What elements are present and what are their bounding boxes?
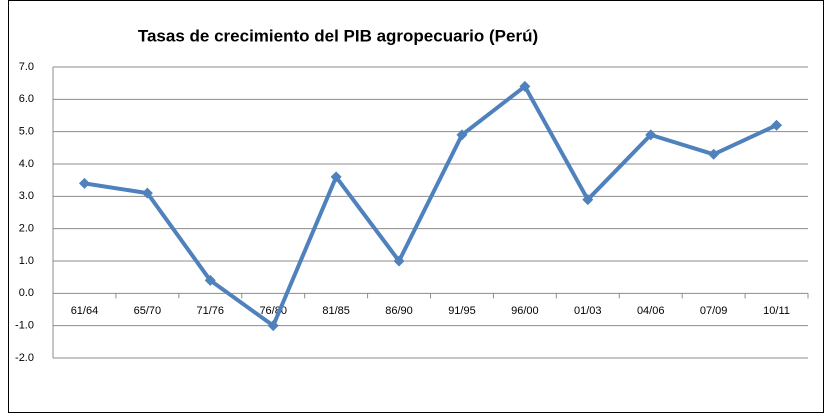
- data-point: [330, 171, 342, 183]
- data-line: [84, 84, 778, 328]
- y-tick-label: 6.0: [19, 93, 34, 105]
- y-tick-label: -2.0: [15, 352, 34, 364]
- x-tick-label: 01/03: [574, 305, 602, 317]
- chart-title: Tasas de crecimiento del PIB agropecuari…: [138, 26, 538, 45]
- data-point: [582, 194, 594, 206]
- x-tick-label: 65/70: [134, 305, 162, 317]
- x-tick-label: 71/76: [197, 305, 225, 317]
- x-tick-label: 96/00: [511, 305, 539, 317]
- data-point: [204, 274, 216, 286]
- x-tick-label: 81/85: [322, 305, 350, 317]
- data-point: [771, 119, 783, 131]
- y-tick-label: 3.0: [19, 190, 34, 202]
- y-tick-label: 2.0: [19, 223, 34, 235]
- y-tick-label: 7.0: [19, 61, 34, 73]
- data-point: [141, 187, 153, 199]
- y-tick-label: -1.0: [15, 320, 34, 332]
- x-tick-label: 86/90: [385, 305, 413, 317]
- x-tick-label: 91/95: [448, 305, 476, 317]
- data-point: [645, 129, 657, 141]
- x-tick-label: 04/06: [637, 305, 665, 317]
- x-tick-label: 10/11: [763, 305, 790, 317]
- data-point: [519, 80, 531, 92]
- data-point: [78, 177, 90, 189]
- data-point: [393, 255, 405, 267]
- y-tick-label: 1.0: [19, 255, 34, 267]
- y-tick-label: 0.0: [19, 287, 34, 299]
- y-tick-label: 5.0: [19, 126, 34, 138]
- x-tick-label: 07/09: [700, 305, 728, 317]
- data-point: [456, 129, 468, 141]
- data-point: [708, 148, 720, 160]
- y-tick-label: 4.0: [19, 158, 34, 170]
- x-tick-label: 61/64: [71, 305, 99, 317]
- chart-border: [8, 0, 824, 413]
- data-point: [267, 320, 279, 332]
